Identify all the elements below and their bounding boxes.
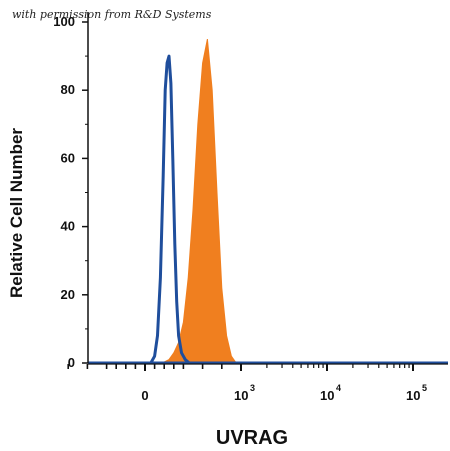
y-tick-label-0: 0 xyxy=(68,355,75,370)
x-tick-label-0: 0 xyxy=(141,388,148,403)
x-tick-exponent-1: 3 xyxy=(250,383,255,393)
y-tick-label-100: 100 xyxy=(53,14,75,29)
y-tick-label-40: 40 xyxy=(61,219,75,234)
x-axis-title: UVRAG xyxy=(216,427,288,449)
series-1-line xyxy=(149,54,191,365)
x-tick-label-2: 10 xyxy=(320,388,334,403)
x-tick-label-1: 10 xyxy=(234,388,248,403)
y-tick-label-80: 80 xyxy=(61,82,75,97)
series-0-filled-area xyxy=(162,39,238,364)
x-tick-label-3: 10 xyxy=(406,388,420,403)
y-axis-title: Relative Cell Number xyxy=(7,128,26,298)
watermark-text: with permission from R&D Systems xyxy=(12,8,212,21)
y-tick-label-20: 20 xyxy=(61,287,75,302)
y-tick-label-60: 60 xyxy=(61,150,75,165)
x-tick-exponent-3: 5 xyxy=(422,383,427,393)
x-tick-exponent-2: 4 xyxy=(336,383,341,393)
